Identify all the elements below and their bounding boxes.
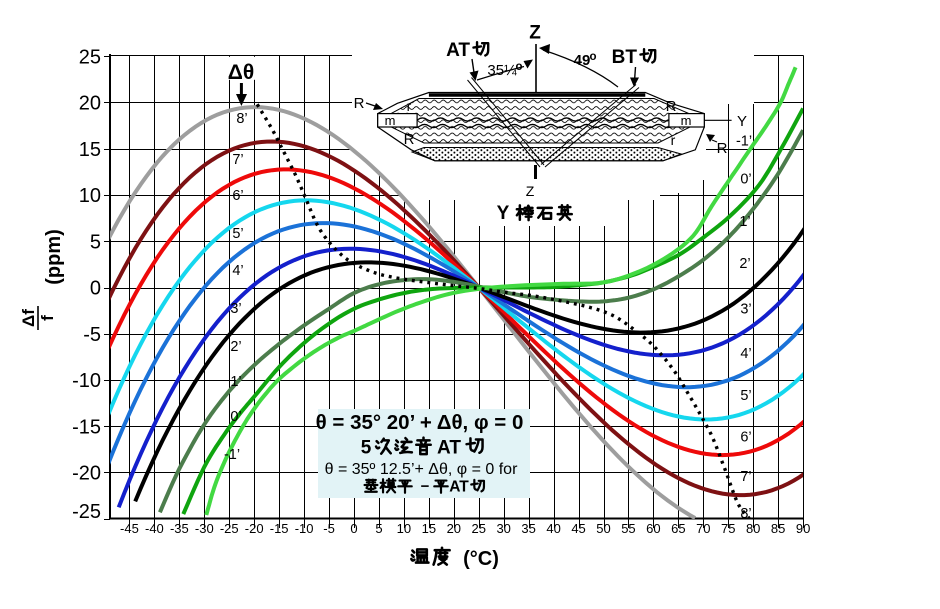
svg-text:10: 10: [79, 185, 101, 207]
svg-text:65: 65: [671, 521, 685, 536]
svg-text:35¼: 35¼: [487, 62, 517, 79]
svg-text:m: m: [385, 113, 396, 128]
svg-text:θ = 35° 20’ + Δθ, φ = 0: θ = 35° 20’ + Δθ, φ = 0: [316, 411, 524, 434]
svg-text:15: 15: [79, 139, 101, 161]
svg-text:Z: Z: [526, 183, 535, 199]
svg-text:3’: 3’: [230, 301, 241, 317]
svg-text:Y: Y: [497, 203, 510, 224]
svg-text:-30: -30: [195, 521, 214, 536]
svg-text:-15: -15: [72, 416, 101, 438]
svg-text:-20: -20: [72, 463, 101, 485]
svg-text:o: o: [589, 51, 596, 63]
svg-text:5: 5: [375, 521, 382, 536]
svg-text:0: 0: [350, 521, 357, 536]
svg-text:49: 49: [574, 52, 591, 69]
svg-text:50: 50: [596, 521, 610, 536]
svg-text:R: R: [354, 95, 365, 112]
svg-text:r: r: [407, 98, 412, 114]
svg-text:-1’: -1’: [736, 134, 752, 150]
svg-text:10: 10: [397, 521, 411, 536]
svg-text:3’: 3’: [740, 302, 751, 318]
svg-text:35: 35: [521, 521, 535, 536]
svg-text:-40: -40: [145, 521, 164, 536]
svg-text:90: 90: [796, 521, 810, 536]
svg-text:-15: -15: [270, 521, 289, 536]
svg-text:0’: 0’: [740, 172, 751, 188]
svg-text:R: R: [404, 131, 415, 148]
svg-text:m: m: [681, 113, 692, 128]
svg-text:-5: -5: [323, 521, 335, 536]
svg-text:-25: -25: [72, 501, 101, 523]
svg-text:4’: 4’: [740, 346, 751, 362]
svg-text:AT: AT: [437, 438, 461, 459]
svg-text:-5: -5: [83, 324, 101, 346]
svg-text:5’: 5’: [232, 226, 243, 242]
svg-text:70: 70: [696, 521, 710, 536]
svg-text:-20: -20: [245, 521, 264, 536]
svg-text:55: 55: [621, 521, 635, 536]
svg-text:BT: BT: [612, 47, 638, 68]
svg-text:f: f: [38, 315, 57, 321]
svg-text:Δθ: Δθ: [228, 61, 254, 84]
svg-text:AT: AT: [446, 40, 470, 61]
svg-text:5’: 5’: [740, 388, 751, 404]
svg-text:4’: 4’: [232, 263, 243, 279]
svg-text:20: 20: [447, 521, 461, 536]
svg-text:o: o: [515, 61, 522, 73]
svg-text:45: 45: [571, 521, 585, 536]
svg-text:-1’: -1’: [224, 447, 240, 463]
svg-text:-10: -10: [295, 521, 314, 536]
svg-text:6’: 6’: [740, 430, 751, 446]
svg-text:Δf: Δf: [19, 309, 38, 327]
svg-text:7’: 7’: [232, 152, 243, 168]
svg-text:r: r: [671, 132, 676, 148]
svg-text:75: 75: [721, 521, 735, 536]
svg-text:2’: 2’: [739, 256, 750, 272]
svg-text:85: 85: [771, 521, 785, 536]
svg-text:30: 30: [496, 521, 510, 536]
svg-text:R: R: [717, 140, 728, 157]
svg-text:-25: -25: [220, 521, 239, 536]
svg-text:R: R: [666, 98, 677, 115]
svg-text:AT: AT: [449, 479, 469, 496]
svg-text:25: 25: [472, 521, 486, 536]
svg-text:80: 80: [746, 521, 760, 536]
svg-text:(°C): (°C): [463, 548, 499, 570]
svg-text:(ppm): (ppm): [43, 229, 65, 285]
svg-text:Z: Z: [529, 23, 541, 44]
svg-text:8’: 8’: [236, 111, 247, 127]
svg-text:2’: 2’: [230, 339, 241, 355]
svg-text:-45: -45: [120, 521, 139, 536]
svg-text:25: 25: [79, 46, 101, 68]
svg-text:−: −: [421, 478, 430, 495]
svg-text:1’: 1’: [739, 214, 750, 230]
svg-text:5: 5: [90, 231, 101, 253]
svg-text:20: 20: [79, 93, 101, 115]
svg-text:60: 60: [646, 521, 660, 536]
svg-text:θ = 35º 12.5’+ Δθ, φ = 0 for: θ = 35º 12.5’+ Δθ, φ = 0 for: [325, 461, 518, 478]
svg-text:0: 0: [90, 278, 101, 300]
svg-text:-10: -10: [72, 370, 101, 392]
svg-text:7’: 7’: [740, 469, 751, 485]
svg-text:6’: 6’: [232, 188, 243, 204]
svg-text:5: 5: [361, 438, 372, 459]
svg-text:40: 40: [546, 521, 560, 536]
svg-text:15: 15: [422, 521, 436, 536]
svg-text:-35: -35: [170, 521, 189, 536]
svg-text:0’: 0’: [230, 409, 241, 425]
svg-text:8’: 8’: [740, 506, 751, 522]
svg-text:Y: Y: [737, 113, 747, 130]
svg-text:1’: 1’: [230, 374, 241, 390]
